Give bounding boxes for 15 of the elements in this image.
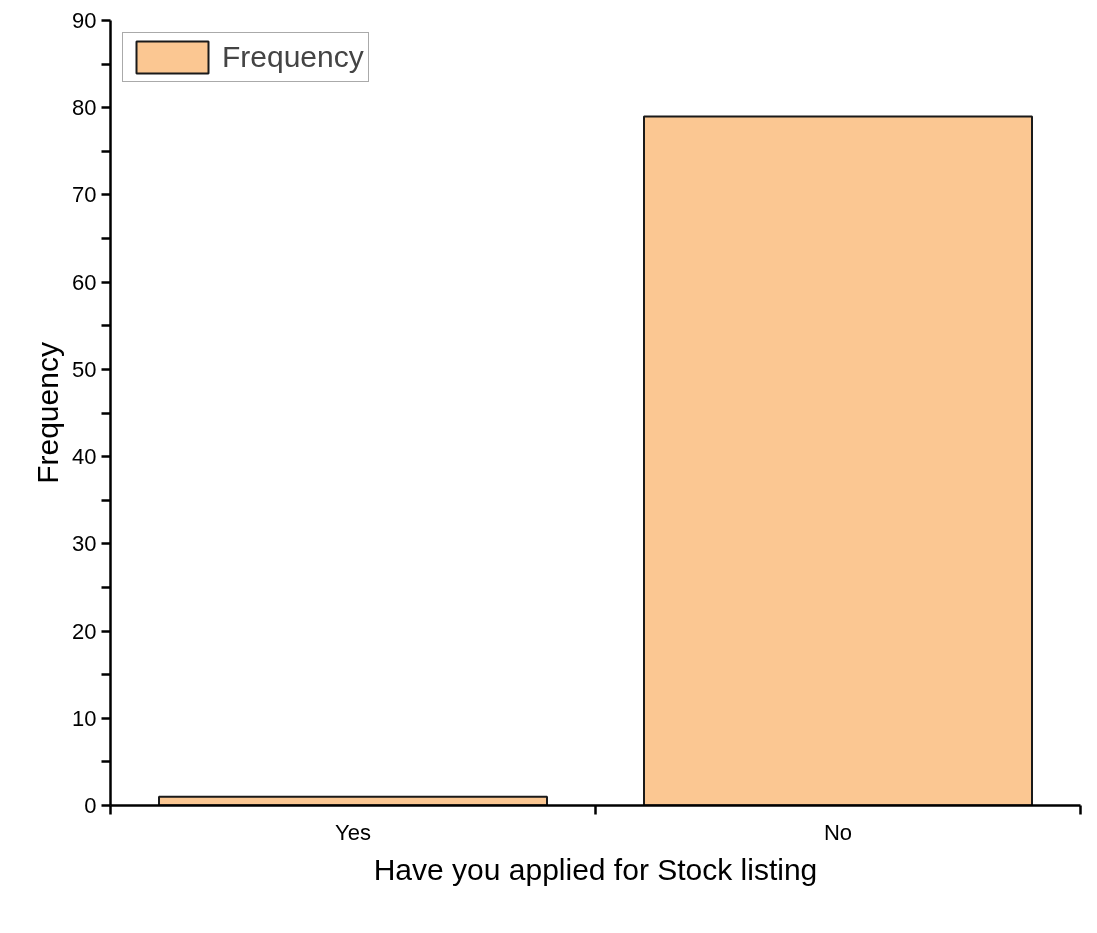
y-axis-title: Frequency [31,342,65,484]
y-tick-label: 40 [72,444,97,470]
x-tick-label: No [823,819,853,845]
y-tick-label: 60 [72,269,97,295]
y-tick-label: 90 [72,8,97,33]
y-tick-label: 10 [72,705,97,731]
y-tick-label: 80 [72,95,97,121]
legend-label: Frequency [222,40,364,74]
y-tick-label: 20 [72,618,97,644]
x-tick-label: Yes [335,819,371,845]
y-tick-label: 70 [72,182,97,208]
y-tick-label: 30 [72,531,97,557]
y-tick-label: 0 [84,793,97,818]
y-tick-label: 50 [72,356,97,382]
x-axis-title: Have you applied for Stock listing [373,852,818,886]
